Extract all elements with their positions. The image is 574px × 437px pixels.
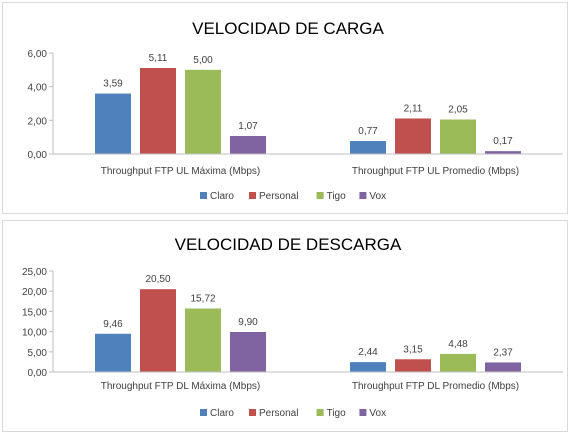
legend-swatch-claro xyxy=(200,409,207,416)
y-tick-label: 5,00 xyxy=(28,348,48,359)
download-chart: VELOCIDAD DE DESCARGA 0,00 5,00 10,00 15,00 2… xyxy=(22,235,563,419)
bar-tigo-2 xyxy=(440,119,476,154)
y-tick-label: 4,00 xyxy=(28,83,48,94)
legend-label-vox: Vox xyxy=(369,191,386,202)
bar-tigo-2 xyxy=(440,353,476,372)
bar-claro-2 xyxy=(350,362,386,372)
bar-personal-2 xyxy=(395,118,431,154)
data-label: 3,15 xyxy=(403,344,423,355)
y-tick-label: 10,00 xyxy=(22,328,47,339)
data-label: 4,48 xyxy=(448,339,468,350)
data-label: 2,44 xyxy=(358,347,378,358)
y-tick-label: 15,00 xyxy=(22,307,47,318)
chart-title: VELOCIDAD DE DESCARGA xyxy=(175,235,402,254)
data-label: 2,11 xyxy=(404,103,423,114)
bar-vox-2 xyxy=(485,362,521,372)
y-tick-label: 2,00 xyxy=(28,116,48,127)
legend-label-personal: Personal xyxy=(259,191,298,202)
data-label: 9,46 xyxy=(103,319,123,330)
data-label: 2,05 xyxy=(448,104,468,115)
upload-chart-panel: VELOCIDAD DE CARGA 0,00 2,00 4,00 6,00 3,59 5,… xyxy=(2,2,568,214)
data-label: 5,00 xyxy=(193,55,213,66)
legend-swatch-claro xyxy=(200,192,207,199)
bar-vox-2 xyxy=(485,151,521,154)
upload-chart: VELOCIDAD DE CARGA 0,00 2,00 4,00 6,00 3,59 5,… xyxy=(28,19,563,202)
x-category-label: Throughput FTP UL Promedio (Mbps) xyxy=(352,166,519,177)
data-label: 5,11 xyxy=(149,53,168,64)
legend-swatch-tigo xyxy=(316,192,324,199)
y-tick-label: 25,00 xyxy=(22,267,47,278)
download-chart-panel: VELOCIDAD DE DESCARGA 0,00 5,00 10,00 15,00 2… xyxy=(2,220,568,432)
bar-personal-1 xyxy=(140,67,176,154)
bar-vox-1 xyxy=(230,135,266,154)
y-tick-label: 20,00 xyxy=(22,287,47,298)
legend-swatch-vox xyxy=(359,409,367,416)
legend-label-claro: Claro xyxy=(210,408,234,419)
bar-vox-1 xyxy=(230,332,266,372)
legend-label-vox: Vox xyxy=(369,408,386,419)
y-tick-label: 0,00 xyxy=(28,150,48,161)
legend-swatch-tigo xyxy=(316,409,324,416)
x-category-label: Throughput FTP UL Máxima (Mbps) xyxy=(101,166,261,177)
legend-label-tigo: Tigo xyxy=(327,191,347,202)
data-label: 20,50 xyxy=(145,274,170,285)
chart-title: VELOCIDAD DE CARGA xyxy=(192,19,384,38)
legend-swatch-personal xyxy=(249,192,256,199)
data-label: 9,90 xyxy=(238,317,258,328)
data-label: 3,59 xyxy=(103,79,123,90)
data-label: 2,37 xyxy=(493,347,513,358)
bar-personal-2 xyxy=(395,359,431,372)
bar-tigo-1 xyxy=(185,69,221,154)
legend-label-claro: Claro xyxy=(210,191,234,202)
y-tick-label: 0,00 xyxy=(28,368,48,379)
legend-label-tigo: Tigo xyxy=(327,408,347,419)
y-tick-label: 6,00 xyxy=(28,49,48,60)
data-label: 0,77 xyxy=(358,126,378,137)
x-category-label: Throughput FTP DL Máxima (Mbps) xyxy=(101,381,261,392)
bar-claro-1 xyxy=(95,333,131,372)
legend-label-personal: Personal xyxy=(259,408,298,419)
bar-tigo-1 xyxy=(185,308,221,372)
bar-claro-1 xyxy=(95,93,131,154)
data-label: 1,07 xyxy=(238,121,258,132)
data-label: 0,17 xyxy=(493,136,513,147)
bar-personal-1 xyxy=(140,289,176,372)
legend-swatch-personal xyxy=(249,409,256,416)
data-label: 15,72 xyxy=(190,293,215,304)
x-category-label: Throughput FTP DL Promedio (Mbps) xyxy=(352,381,519,392)
legend-swatch-vox xyxy=(359,192,367,199)
bar-claro-2 xyxy=(350,141,386,154)
